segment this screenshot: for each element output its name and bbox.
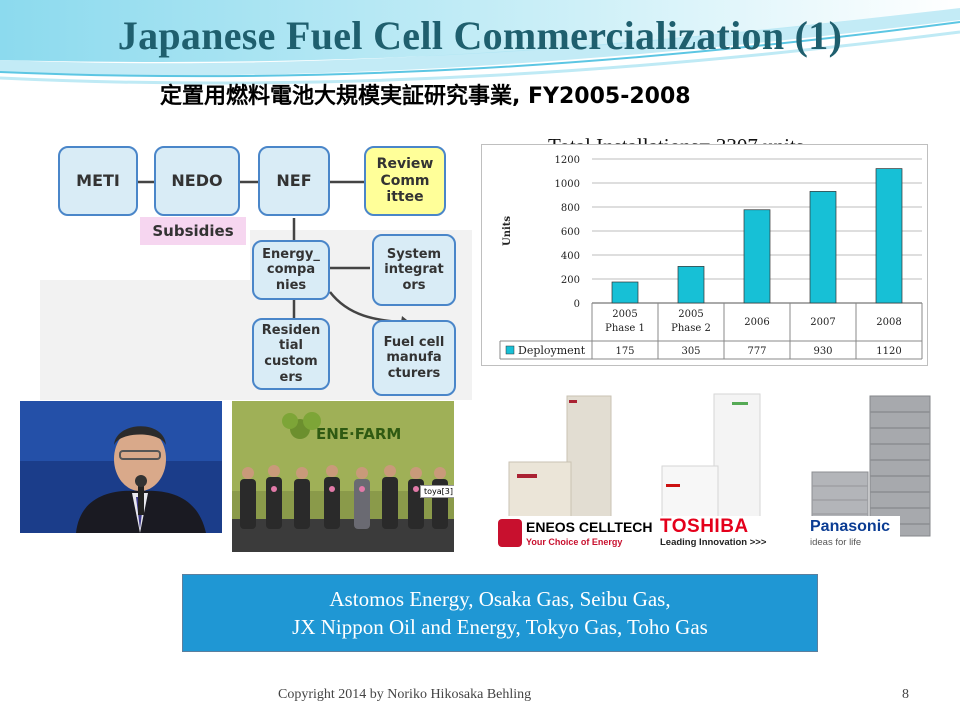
y-tick-label: 400: [561, 251, 580, 262]
slide-title: Japanese Fuel Cell Commercialization (1): [117, 13, 843, 58]
callout-line-2: JX Nippon Oil and Energy, Tokyo Gas, Toh…: [292, 615, 708, 639]
y-tick-label: 1200: [555, 155, 580, 166]
eneos-celltech-logo: ENEOS CELLTECH Your Choice of Energy: [496, 516, 653, 550]
bar-2007: [809, 191, 837, 304]
bar-2006: [743, 209, 771, 304]
x-tick-label: 2008: [876, 317, 901, 328]
toshiba-logo: TOSHIBA Leading Innovation >>>: [654, 516, 769, 550]
toshiba-logo-tagline: Leading Innovation >>>: [660, 537, 767, 548]
legend-label: Deployment: [518, 344, 586, 357]
x-tick-label: 2005: [612, 309, 637, 320]
slide-subtitle: 定置用燃料電池大規模実証研究事業, FY2005-2008: [160, 84, 691, 109]
y-tick-label: 600: [561, 227, 580, 238]
data-table-value: 777: [747, 346, 766, 357]
org-box-nedo: NEDO: [154, 146, 240, 216]
y-tick-label: 1000: [555, 179, 580, 190]
x-tick-label: 2007: [810, 317, 835, 328]
eneos-logo-name: ENEOS CELLTECH: [526, 519, 653, 535]
data-table-value: 175: [615, 346, 634, 357]
x-tick-label: 2005: [678, 309, 703, 320]
data-table-value: 305: [681, 346, 700, 357]
eneos-logo-icon: [498, 519, 522, 547]
legend-swatch: [505, 345, 515, 355]
bar-2008: [875, 168, 903, 304]
ene-farm-ceremony-photo: ENE·FARM toya[3]: [232, 401, 454, 552]
org-box-meti: METI: [58, 146, 138, 216]
org-chart: METI NEDO NEF Review Comm ittee Subsidie…: [40, 140, 472, 400]
y-axis-label: Units: [502, 216, 513, 246]
bar-2005-phase-2: [677, 266, 705, 304]
org-box-review-committee: Review Comm ittee: [364, 146, 446, 216]
org-box-nef: NEF: [258, 146, 330, 216]
y-tick-label: 200: [561, 275, 580, 286]
panasonic-logo-name: Panasonic: [810, 518, 891, 535]
bar-chart: 0 200 400 600 800 1000 1200 Units Deployment 2005…: [481, 144, 928, 366]
photo-caption: toya[3]: [420, 485, 454, 498]
org-chart-background: [40, 280, 254, 400]
page-number: 8: [902, 687, 909, 702]
data-table-value: 930: [813, 346, 832, 357]
speaker-photo: [20, 401, 222, 533]
x-tick-label: Phase 2: [671, 323, 711, 334]
participants-callout: Astomos Energy, Osaka Gas, Seibu Gas, JX…: [182, 574, 818, 652]
copyright-footer: Copyright 2014 by Noriko Hikosaka Behlin…: [278, 687, 532, 702]
bar-chart-canvas: 0 200 400 600 800 1000 1200 Units Deployment 2005…: [499, 155, 923, 360]
subsidies-label: Subsidies: [140, 217, 246, 245]
y-tick-label: 800: [561, 203, 580, 214]
bar-2005-phase-1: [611, 281, 639, 304]
callout-line-1: Astomos Energy, Osaka Gas, Seibu Gas,: [329, 587, 671, 611]
panasonic-logo: Panasonic ideas for life: [808, 516, 900, 550]
org-box-energy-companies: Energy_ compa nies: [252, 240, 330, 300]
data-table-value: 1120: [876, 346, 901, 357]
org-box-fuel-cell-manufacturers: Fuel cell manufa cturers: [372, 320, 456, 396]
x-tick-label: Phase 1: [605, 323, 645, 334]
x-tick-label: 2006: [744, 317, 769, 328]
org-box-residential-customers: Residen tial custom ers: [252, 318, 330, 390]
ene-farm-sign: ENE·FARM: [316, 425, 402, 443]
org-box-system-integrators: System integrat ors: [372, 234, 456, 306]
toshiba-logo-name: TOSHIBA: [660, 516, 749, 537]
y-tick-label: 0: [574, 299, 580, 310]
eneos-logo-tagline: Your Choice of Energy: [526, 537, 623, 547]
header-swoosh: [0, 0, 960, 85]
panasonic-logo-tagline: ideas for life: [810, 537, 862, 548]
